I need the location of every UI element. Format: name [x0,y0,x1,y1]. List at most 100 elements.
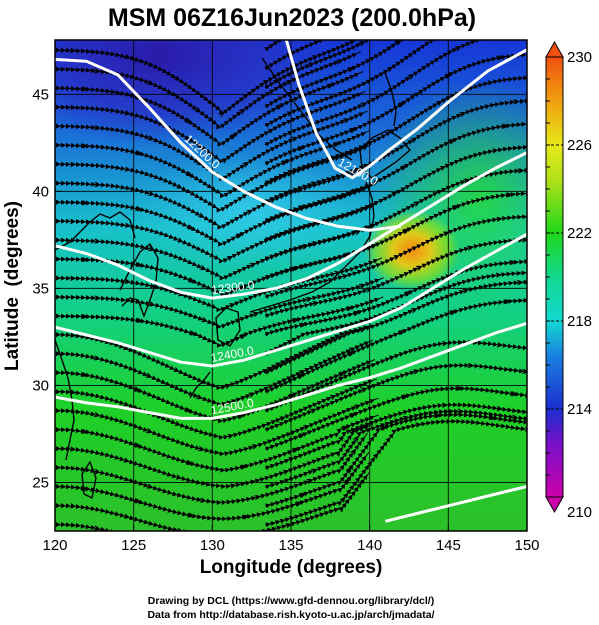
streamline-arrow [312,301,319,307]
streamline-arrow [174,75,181,81]
streamline-arrow [176,183,183,189]
streamline-arrow [402,415,409,421]
streamline-arrow [147,79,154,85]
streamline-arrow [511,414,518,420]
streamline-arrow [279,416,286,422]
streamline-arrow [354,310,361,316]
streamline-arrow [342,274,349,280]
streamline-arrow [403,228,410,234]
streamline-arrow [348,347,355,353]
streamline-arrow [487,80,494,86]
streamline-arrow [227,433,234,439]
streamline-arrow [145,372,152,378]
streamline-arrow [190,330,197,336]
streamline-arrow [495,272,502,278]
colorbar-bottom-cap [545,496,564,514]
streamline-arrow [224,204,231,210]
streamline-arrow [229,303,236,309]
streamline-arrow [300,264,307,270]
streamlines [55,40,527,531]
streamline-arrow [365,287,372,293]
streamline-arrow [94,238,101,244]
streamline-arrow [288,286,295,292]
streamline-arrow [199,497,206,503]
streamline-arrow [459,112,466,118]
streamline-arrow [124,278,131,284]
streamline-arrow [311,468,318,474]
streamline-arrow [387,414,394,420]
streamline-arrow [348,171,356,177]
streamline-arrow [351,189,358,194]
streamline-arrow [300,492,307,498]
streamline-arrow [301,244,308,250]
streamline-arrow [436,100,443,106]
streamline [55,522,140,531]
streamline-arrow [82,200,89,206]
streamline-arrow [246,210,253,216]
streamline-arrow [339,324,346,330]
streamline-arrow [175,129,182,135]
streamline-arrow [303,425,310,431]
streamline-arrow [293,447,300,453]
streamline-arrow [267,128,274,134]
streamline-arrow [381,425,388,431]
streamline-arrow [248,392,255,398]
streamline-arrow [449,139,456,144]
streamline-arrow [516,279,523,286]
streamline-arrow [82,86,89,92]
y-tick-label: 35 [32,280,49,297]
streamline-arrow [136,317,143,323]
streamline-arrow [288,457,295,463]
colorbar-tick-label: 222 [567,225,592,242]
streamline-arrow [81,485,89,491]
colorbar-tick-label: 210 [567,504,592,521]
streamline-arrow [174,420,181,426]
streamline-arrow [238,109,245,115]
streamline-arrow [388,355,396,361]
streamline-arrow [94,124,101,131]
x-tick-label: 120 [42,537,67,554]
streamline-arrow [240,334,247,339]
streamline-arrow [286,111,293,117]
streamline-arrow [146,483,153,489]
streamline-arrow [249,263,256,269]
streamline-arrow [123,457,130,463]
streamline-arrow [198,212,205,218]
height-contour [55,57,402,232]
map-title: MSM 06Z16Jun2023 (200.0hPa) [108,4,476,32]
x-tick-label: 145 [436,537,461,554]
streamline-arrow [226,256,233,261]
streamline-arrow [454,46,461,52]
x-axis-label: Longitude (degrees) [200,557,383,578]
streamline-arrow [123,513,130,519]
streamline-arrow [510,259,517,266]
streamline-arrow [93,355,100,361]
height-contour [55,151,527,300]
streamline-arrow [93,412,100,418]
streamline-arrow [218,112,225,118]
streamline-arrow [453,205,460,210]
streamline-arrow [311,241,318,247]
streamline-arrow [463,178,470,184]
streamline-arrow [338,506,344,513]
colorbar-tick-label: 230 [567,49,592,66]
y-tick-label: 30 [32,377,49,394]
streamline-arrow [286,340,293,345]
streamline [264,418,527,528]
streamline-arrow [399,330,406,335]
streamline-arrow [173,367,180,372]
streamline-arrow [348,351,355,357]
x-tick-label: 125 [121,537,146,554]
streamline-arrow [352,436,359,443]
streamline-arrow [407,74,414,80]
x-tick-label: 140 [357,537,382,554]
streamline-arrow [337,91,345,97]
streamline-arrow [236,233,243,239]
streamline-arrow [312,55,319,61]
streamline-arrow [470,419,477,425]
streamline-arrow [230,483,237,489]
streamline-arrow [372,452,379,459]
streamline-arrow [123,401,130,407]
streamline-arrow [177,527,183,531]
